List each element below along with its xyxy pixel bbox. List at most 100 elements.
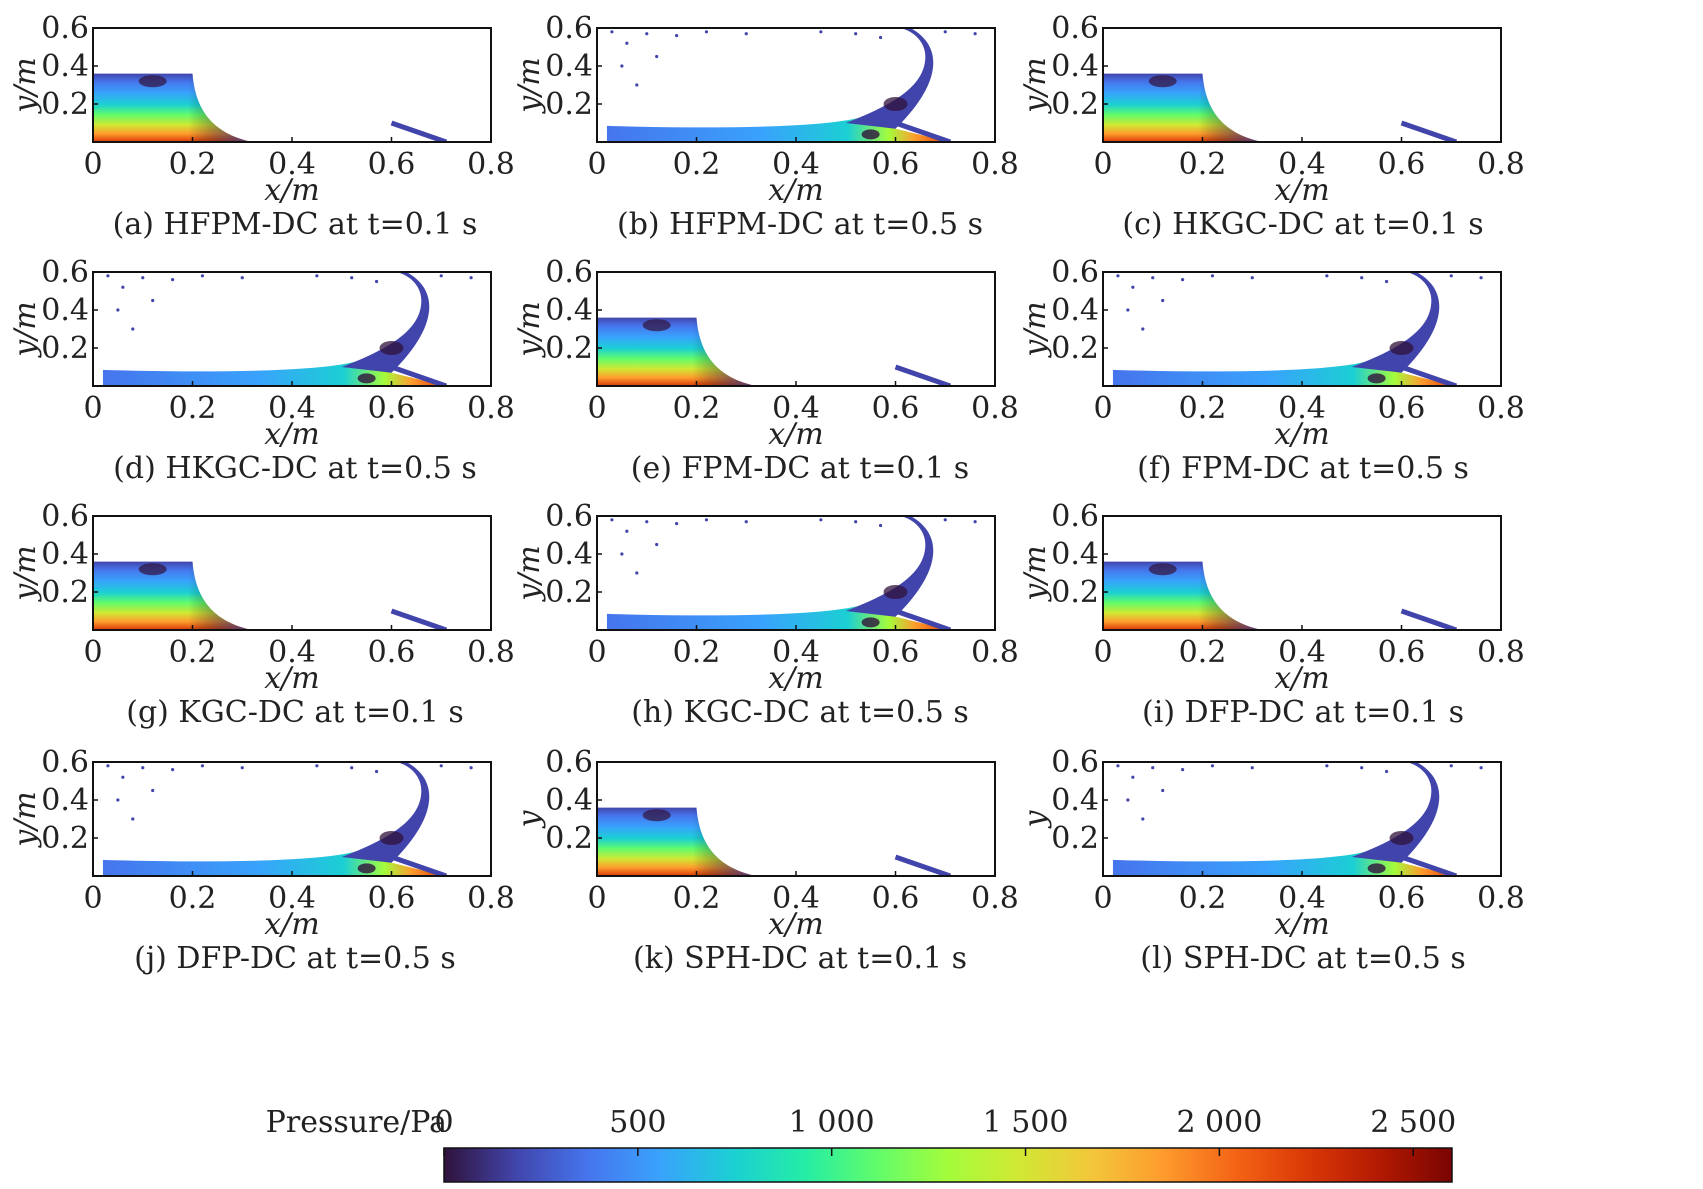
droplet [635, 571, 639, 575]
droplet [1325, 764, 1329, 768]
x-tick-label: 0.4 [1278, 147, 1326, 182]
y-tick-label: 0.6 [1051, 11, 1099, 46]
droplet [973, 32, 977, 36]
x-tick-label: 0.8 [467, 147, 515, 182]
x-tick-label: 0.6 [872, 147, 920, 182]
droplet [1151, 276, 1155, 280]
x-tick-label: 0.8 [1477, 391, 1525, 426]
y-tick-label: 0.4 [545, 537, 593, 572]
layer-vortex [1367, 863, 1386, 874]
x-tick-label: 0.8 [1477, 147, 1525, 182]
droplet [1384, 279, 1389, 284]
x-tick-label: 0 [587, 391, 606, 426]
x-tick-label: 0.2 [169, 881, 217, 916]
field-l [1112, 762, 1483, 876]
water-jet [341, 762, 430, 863]
droplet [1161, 298, 1165, 303]
colorbar-tick-label: 1 000 [789, 1105, 875, 1140]
droplet [240, 276, 244, 280]
x-tick-label: 0.6 [1378, 635, 1426, 670]
x-axis-label: x/m [768, 661, 823, 696]
plot-frame [1102, 271, 1502, 387]
x-tick-label: 0.4 [268, 881, 316, 916]
y-tick-label: 0.2 [1051, 87, 1099, 122]
panel-caption: (i) DFP-DC at t=0.1 s [1142, 695, 1464, 730]
panel-e: 0 0.2 0.4 0.6 0.80.20.40.6x/my/m(e) FPM-DC a… [512, 255, 1019, 486]
x-tick-label: 0.8 [971, 881, 1019, 916]
x-tick-label: 0.6 [368, 147, 416, 182]
x-tick-label: 0 [83, 881, 102, 916]
x-tick-label: 0.4 [772, 635, 820, 670]
droplet [1141, 817, 1145, 821]
x-tick-label: 0.2 [1179, 881, 1227, 916]
panel-caption: (h) KGC-DC at t=0.5 s [631, 695, 969, 730]
wedge-obstacle [1400, 608, 1458, 630]
water-jet [845, 28, 934, 129]
x-tick-label: 0.4 [772, 147, 820, 182]
jet-low-pressure [379, 341, 404, 355]
droplet [1181, 768, 1185, 772]
droplet [1384, 769, 1389, 774]
droplet [131, 817, 135, 821]
x-tick-label: 0 [1093, 635, 1112, 670]
x-tick-label: 0.6 [1378, 881, 1426, 916]
x-tick-label: 0.6 [1378, 391, 1426, 426]
y-tick-label: 0.2 [545, 821, 593, 856]
water-front-shading [1103, 561, 1263, 630]
x-tick-label: 0.8 [971, 635, 1019, 670]
y-tick-label: 0.2 [1051, 331, 1099, 366]
droplet [854, 32, 858, 36]
wedge-obstacle [1400, 364, 1458, 386]
x-tick-label: 0.8 [1477, 881, 1525, 916]
y-tick-label: 0.4 [41, 783, 89, 818]
water-jet [341, 272, 430, 373]
y-tick-label: 0.4 [545, 783, 593, 818]
colorbar: Pressure/Pa0 500 1 000 1 500 2 000 2 500 [266, 1105, 1456, 1183]
x-axis-label: x/m [264, 907, 319, 942]
panel-f: 0 0.2 0.4 0.6 0.80.20.40.6x/my/m(f) FPM-DC a… [1018, 255, 1525, 486]
x-tick-label: 0.4 [772, 881, 820, 916]
wedge-obstacle [894, 120, 952, 142]
droplet [469, 276, 473, 280]
x-tick-label: 0.2 [673, 147, 721, 182]
panel-caption: (g) KGC-DC at t=0.1 s [126, 695, 463, 730]
droplet [973, 520, 977, 524]
y-tick-label: 0.4 [1051, 783, 1099, 818]
y-axis-label: y [1018, 809, 1053, 829]
y-axis-label: y/m [512, 301, 547, 359]
x-axis-label: x/m [264, 173, 319, 208]
droplet [645, 520, 649, 524]
plot-frame [92, 271, 492, 387]
x-axis-label: x/m [264, 417, 319, 452]
droplet [171, 278, 175, 282]
droplet [116, 308, 120, 312]
droplet [350, 276, 354, 280]
x-tick-label: 0.4 [1278, 881, 1326, 916]
x-tick-label: 0.2 [673, 391, 721, 426]
droplet [610, 518, 614, 522]
panel-d: 0 0.2 0.4 0.6 0.80.20.40.6x/my/m(d) HKGC-DC … [8, 255, 515, 486]
wedge-obstacle [390, 120, 448, 142]
x-tick-label: 0.2 [169, 391, 217, 426]
y-tick-label: 0.2 [545, 87, 593, 122]
y-tick-label: 0.2 [41, 87, 89, 122]
x-tick-label: 0.4 [268, 391, 316, 426]
x-tick-label: 0.6 [1378, 147, 1426, 182]
colorbar-tick-label: 1 500 [983, 1105, 1069, 1140]
y-tick-label: 0.6 [545, 255, 593, 290]
x-tick-label: 0.2 [169, 147, 217, 182]
layer-vortex [1367, 373, 1386, 384]
droplet [675, 34, 679, 38]
wedge-obstacle [894, 608, 952, 630]
droplet [151, 788, 155, 793]
droplet [1325, 274, 1329, 278]
low-pressure-spot [138, 563, 167, 576]
x-tick-label: 0.4 [268, 147, 316, 182]
jet-low-pressure [1389, 831, 1414, 845]
x-tick-label: 0 [587, 881, 606, 916]
x-tick-label: 0.4 [772, 391, 820, 426]
y-axis-label: y/m [1018, 57, 1053, 115]
x-tick-label: 0.2 [1179, 635, 1227, 670]
droplet [943, 30, 947, 34]
y-tick-label: 0.2 [1051, 575, 1099, 610]
